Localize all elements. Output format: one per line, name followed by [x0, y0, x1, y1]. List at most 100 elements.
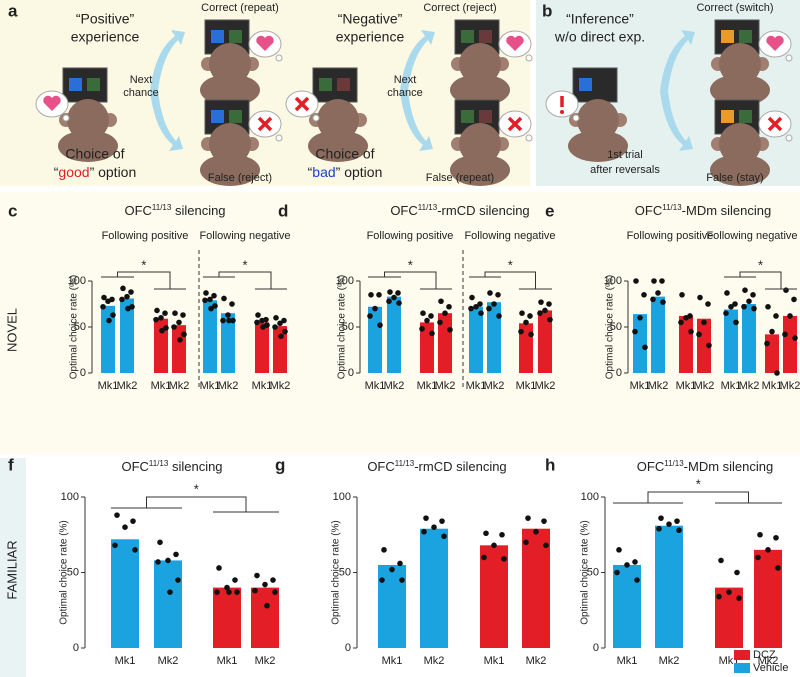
bar — [172, 325, 186, 373]
heart-icon — [256, 35, 274, 51]
stimulus — [69, 78, 82, 91]
data-point — [651, 278, 657, 284]
data-point — [688, 328, 694, 335]
data-point — [106, 317, 112, 324]
x-tick-label: Mk2 — [535, 380, 556, 392]
data-point — [114, 512, 120, 518]
x-tick-label: Mk2 — [659, 655, 680, 667]
data-point — [270, 577, 276, 583]
data-point — [746, 298, 752, 305]
bar — [101, 305, 115, 373]
y-tick-label: 100 — [581, 491, 599, 503]
heart-icon — [43, 95, 61, 111]
x-tick-label: Mk2 — [739, 380, 760, 392]
significance-label: * — [242, 257, 247, 272]
data-point — [679, 292, 685, 298]
data-point — [442, 310, 448, 317]
bar — [111, 539, 139, 648]
data-point — [775, 565, 781, 571]
x-icon — [767, 116, 783, 132]
x-tick-label: Mk1 — [466, 380, 487, 392]
y-tick-label: 0 — [616, 367, 622, 379]
data-point — [173, 551, 179, 558]
data-point — [701, 319, 707, 326]
next-label: Next — [394, 74, 417, 86]
data-point — [523, 319, 529, 326]
monkey-body — [568, 130, 628, 162]
data-point — [733, 319, 739, 326]
x-tick-label: Mk1 — [382, 655, 403, 667]
panel-label: h — [545, 455, 555, 474]
data-point — [396, 300, 402, 306]
data-point — [264, 602, 270, 609]
data-point — [496, 313, 502, 319]
x-tick-label: Mk2 — [218, 380, 239, 392]
title-part: 11/13 — [418, 203, 438, 212]
y-tick-label: 50 — [342, 321, 354, 333]
data-point — [110, 312, 116, 318]
data-point — [207, 296, 213, 303]
data-point — [468, 305, 474, 312]
data-point — [386, 298, 392, 305]
bar — [783, 315, 797, 373]
bar — [273, 326, 287, 373]
significance-label: * — [696, 476, 701, 491]
data-point — [728, 303, 734, 310]
y-tick-label: 50 — [339, 566, 351, 578]
data-point — [705, 301, 711, 307]
significance-bracket — [203, 271, 287, 290]
data-point — [221, 295, 227, 302]
data-point — [773, 313, 779, 319]
data-point — [101, 294, 107, 301]
data-point — [774, 370, 780, 376]
data-point — [105, 298, 111, 305]
heading: experience — [336, 29, 405, 45]
subtitle: Following positive — [627, 230, 714, 242]
outcome-label: Correct (switch) — [696, 2, 773, 14]
bar — [255, 322, 269, 373]
data-point — [633, 278, 639, 284]
x-tick-label: Mk2 — [780, 380, 800, 392]
stimulus — [739, 110, 752, 123]
data-point — [773, 534, 779, 541]
data-point — [163, 325, 169, 331]
title-part: 11/13 — [664, 459, 684, 468]
bar — [221, 313, 235, 373]
stimulus — [479, 30, 492, 43]
subtitle: Following negative — [464, 230, 555, 242]
data-point — [397, 560, 403, 567]
thought-dot — [275, 134, 283, 142]
data-point — [525, 515, 531, 521]
bar — [120, 298, 134, 373]
data-point — [368, 292, 374, 298]
data-point — [741, 303, 747, 310]
text: ” option — [90, 164, 137, 180]
data-point — [486, 305, 492, 312]
x-tick-label: Mk1 — [151, 380, 172, 392]
bar — [754, 549, 782, 648]
data-point — [379, 577, 385, 583]
data-point — [153, 316, 159, 323]
x-icon — [257, 116, 273, 132]
bar — [633, 314, 647, 373]
data-point — [272, 324, 278, 330]
panel-label: c — [8, 201, 17, 220]
data-point — [641, 292, 647, 298]
thought-dot — [275, 54, 283, 62]
data-point — [750, 292, 756, 298]
title-part: -rmCD silencing — [414, 459, 506, 474]
data-point — [220, 317, 226, 324]
data-point — [202, 297, 208, 304]
y-tick-label: 100 — [604, 275, 622, 287]
significance-bracket — [724, 271, 797, 290]
panel-label: a — [8, 1, 18, 20]
y-tick-label: 0 — [80, 367, 86, 379]
data-point — [367, 313, 373, 319]
data-point — [656, 525, 662, 532]
data-point — [391, 294, 397, 301]
data-point — [547, 316, 553, 323]
stimulus — [721, 110, 734, 123]
y-tick-label: 50 — [74, 321, 86, 333]
data-point — [423, 515, 429, 521]
data-point — [659, 278, 665, 284]
